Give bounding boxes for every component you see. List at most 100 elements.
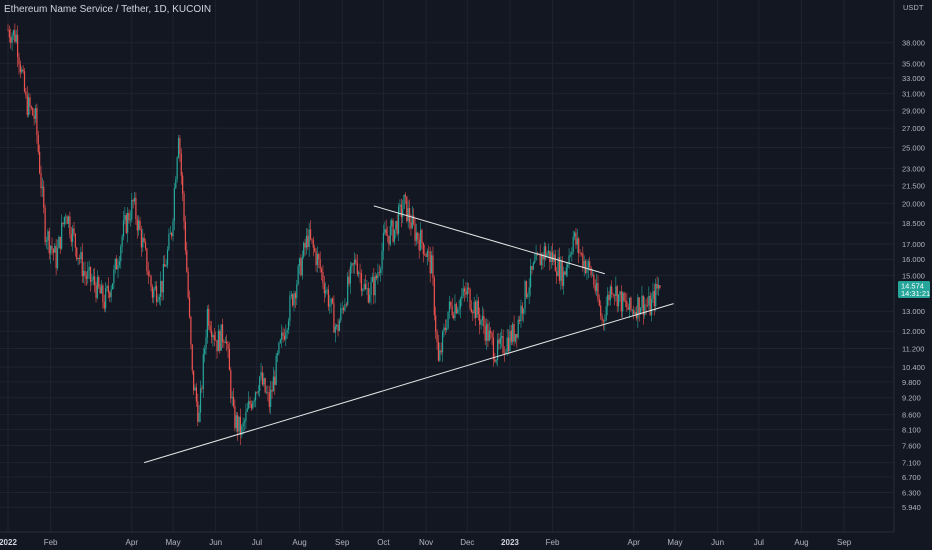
candle <box>100 280 103 294</box>
candle <box>187 267 189 300</box>
candle <box>396 214 398 236</box>
candle <box>254 391 257 408</box>
candle <box>215 331 217 342</box>
x-tick-label: Aug <box>794 538 808 547</box>
x-axis-ticks[interactable]: 2022 Feb Apr May Jun Jul Aug Sep Oct Nov Dec 2023 Fe… <box>0 538 852 547</box>
candle <box>501 328 503 348</box>
candle <box>292 293 294 308</box>
candle <box>459 296 462 318</box>
candle <box>179 135 181 162</box>
candle <box>359 263 361 284</box>
y-tick-label: 5.940 <box>902 503 921 512</box>
candle <box>529 258 532 297</box>
candle <box>320 266 323 281</box>
y-tick-label: 16.000 <box>902 255 925 264</box>
candle <box>337 318 339 337</box>
candle <box>652 282 654 303</box>
candle <box>364 274 367 290</box>
candle <box>336 323 338 330</box>
candle <box>301 250 303 280</box>
candle <box>514 333 517 344</box>
candle <box>19 60 21 78</box>
candle <box>628 297 631 318</box>
candle <box>627 303 629 310</box>
candle <box>510 325 512 346</box>
candle <box>245 403 247 429</box>
candle <box>66 214 68 224</box>
candle <box>77 257 79 266</box>
candle <box>264 377 266 394</box>
y-axis-ticks: 38.000 35.000 33.000 31.000 29.000 27.000 25.0… <box>902 39 925 513</box>
candle <box>388 235 390 251</box>
candle <box>54 243 56 253</box>
candle <box>18 52 20 75</box>
candle <box>655 278 657 312</box>
candle <box>347 272 349 307</box>
candle <box>8 25 10 43</box>
candle <box>188 290 191 319</box>
candle <box>576 228 578 253</box>
candle <box>172 218 174 242</box>
candle <box>547 243 550 259</box>
candle <box>648 286 650 310</box>
candle <box>92 268 94 286</box>
candle <box>470 300 473 314</box>
candle <box>374 272 376 304</box>
candle <box>307 228 309 250</box>
candle <box>447 311 449 330</box>
candle <box>12 29 15 41</box>
candle <box>237 412 239 441</box>
candle <box>193 370 195 396</box>
candle <box>70 226 72 247</box>
y-tick-label: 18.500 <box>902 219 925 228</box>
candle <box>479 307 481 335</box>
candle <box>600 300 602 320</box>
last-price-value: 14.574 <box>901 282 924 291</box>
candle <box>485 318 488 350</box>
candle <box>404 192 407 205</box>
candle <box>7 24 9 32</box>
candle <box>128 209 130 224</box>
x-tick-label: Jun <box>209 538 222 547</box>
candle <box>358 270 360 278</box>
candle <box>381 242 383 276</box>
y-tick-label: 13.000 <box>902 307 925 316</box>
candle <box>111 283 114 290</box>
candle <box>520 299 522 328</box>
candle <box>73 222 75 237</box>
candle <box>527 292 529 299</box>
candle <box>127 207 129 243</box>
candle <box>113 264 115 290</box>
candle <box>234 399 236 432</box>
candle <box>641 286 643 312</box>
candle <box>644 296 646 319</box>
trendline-resistance[interactable] <box>373 205 605 275</box>
candle <box>23 67 26 93</box>
candle <box>584 259 587 275</box>
trendlines <box>144 205 674 464</box>
candle <box>631 308 633 317</box>
candle <box>481 306 484 327</box>
candle <box>496 333 499 367</box>
candle <box>124 207 126 225</box>
y-tick-label: 7.100 <box>902 459 921 468</box>
candle <box>392 218 394 244</box>
y-tick-label: 9.800 <box>902 378 921 387</box>
y-tick-label: 9.200 <box>902 394 921 403</box>
y-tick-label: 29.000 <box>902 106 925 115</box>
candle <box>106 284 108 292</box>
candle <box>525 280 528 300</box>
candle <box>488 321 490 342</box>
candle <box>579 249 581 257</box>
candle <box>370 276 372 305</box>
candle <box>400 198 402 228</box>
candle <box>231 391 233 407</box>
candle <box>440 342 442 356</box>
trendline-support[interactable] <box>144 303 674 464</box>
candle <box>133 191 136 205</box>
candle <box>165 259 167 268</box>
candle <box>311 238 313 244</box>
candle <box>554 249 556 272</box>
candle <box>199 380 202 423</box>
